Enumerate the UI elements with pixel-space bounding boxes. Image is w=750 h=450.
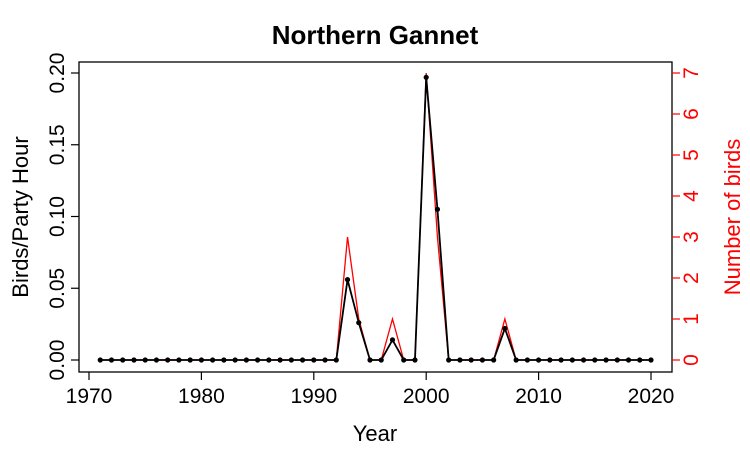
y-tick-label: 0.00 xyxy=(46,340,69,381)
data-point xyxy=(558,357,564,363)
x-tick-label: 2000 xyxy=(403,385,450,408)
data-point xyxy=(120,357,126,363)
plot-frame xyxy=(78,61,673,373)
x-tick-label: 1970 xyxy=(66,385,113,408)
data-point xyxy=(603,357,609,363)
data-point xyxy=(266,357,272,363)
y-right-tick-label: 3 xyxy=(680,231,703,243)
axes: 1970 1980 1990 2000 2010 2020 0.00 0.05 0.10 0.15… xyxy=(46,53,703,408)
data-point xyxy=(479,357,485,363)
data-point xyxy=(378,357,384,363)
data-point xyxy=(356,320,362,326)
data-point xyxy=(637,357,643,363)
y-right-tick-label: 5 xyxy=(680,149,703,161)
y-axis-right-label: Number of birds xyxy=(720,139,745,296)
y-right-tick-label: 7 xyxy=(680,67,703,79)
data-point xyxy=(322,357,328,363)
data-point xyxy=(108,357,115,363)
y-axis-label: Birds/Party Hour xyxy=(8,136,33,297)
data-point xyxy=(221,357,227,363)
x-tick-label: 1990 xyxy=(290,385,337,408)
y-right-tick-label: 6 xyxy=(680,108,703,120)
data-point xyxy=(446,357,452,363)
data-point xyxy=(491,357,497,363)
y-right-tick-label: 2 xyxy=(680,272,703,284)
data-point xyxy=(311,357,317,363)
series-line-left xyxy=(100,77,651,361)
data-point xyxy=(198,357,204,363)
data-point xyxy=(592,357,598,363)
data-point xyxy=(423,74,429,80)
data-point xyxy=(288,357,294,363)
data-point xyxy=(97,357,103,363)
data-point xyxy=(142,357,148,363)
series-line-right xyxy=(100,72,651,361)
data-point xyxy=(434,206,441,212)
data-point xyxy=(333,357,339,363)
data-point xyxy=(569,357,575,363)
y-tick-label: 0.20 xyxy=(46,53,69,94)
data-point xyxy=(625,357,632,363)
data-point xyxy=(401,357,407,363)
data-point xyxy=(389,337,396,343)
y-tick-label: 0.15 xyxy=(46,124,69,165)
data-point xyxy=(187,357,193,363)
data-point xyxy=(344,277,351,283)
data-point xyxy=(648,357,654,363)
data-point xyxy=(614,357,620,363)
data-point xyxy=(255,357,261,363)
data-point xyxy=(547,357,553,363)
data-point xyxy=(153,357,160,363)
data-point xyxy=(580,357,587,363)
series-layer xyxy=(97,72,654,363)
data-point xyxy=(277,357,283,363)
data-point xyxy=(367,357,373,363)
y-right-tick-label: 1 xyxy=(680,313,703,325)
data-point xyxy=(524,357,530,363)
data-point xyxy=(165,357,171,363)
data-point xyxy=(243,357,249,363)
x-tick-label: 2020 xyxy=(628,385,675,408)
chart-title: Northern Gannet xyxy=(272,20,479,50)
y-right-tick-label: 4 xyxy=(680,190,703,202)
data-point xyxy=(468,357,474,363)
data-point xyxy=(210,357,216,363)
y-tick-label: 0.10 xyxy=(46,196,69,237)
x-tick-label: 1980 xyxy=(178,385,225,408)
y-tick-label: 0.05 xyxy=(46,268,69,309)
data-point xyxy=(536,357,542,363)
data-point xyxy=(131,357,137,363)
data-point xyxy=(176,357,182,363)
data-point xyxy=(502,325,508,332)
data-point xyxy=(232,357,238,363)
data-point xyxy=(299,357,306,363)
y-right-tick-label: 0 xyxy=(680,354,703,366)
data-point xyxy=(457,357,463,363)
data-point xyxy=(412,357,418,363)
x-axis-label: Year xyxy=(353,421,397,446)
data-point xyxy=(513,357,519,363)
x-tick-label: 2010 xyxy=(515,385,562,408)
